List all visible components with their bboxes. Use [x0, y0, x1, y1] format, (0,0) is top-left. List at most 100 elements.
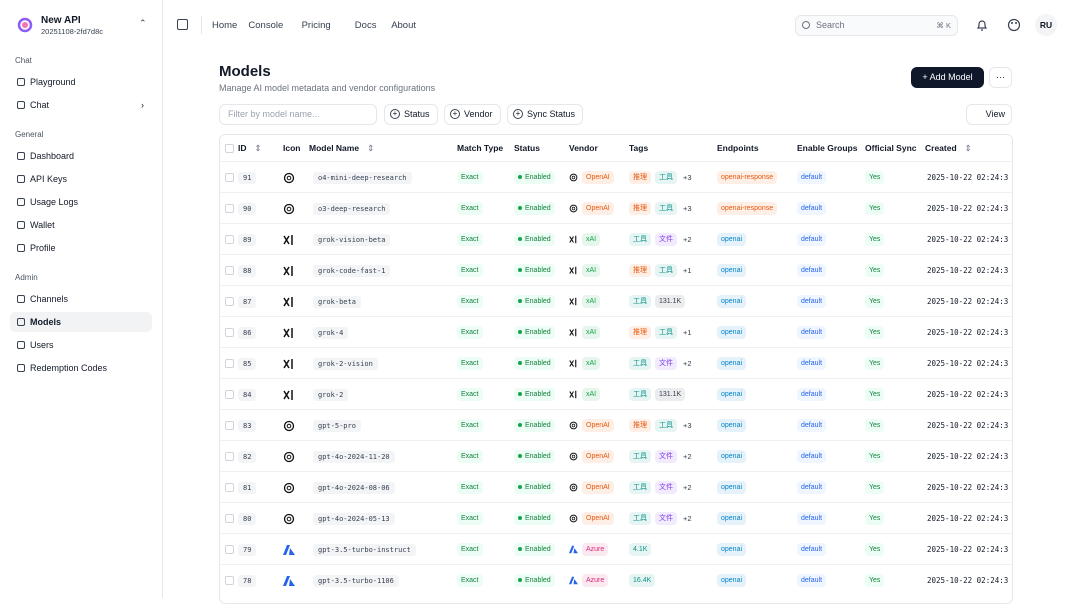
sort-icon[interactable]: ⇕ [367, 143, 375, 153]
id-cell: 83 [238, 410, 257, 441]
endpoint-cell: openai [717, 565, 750, 596]
table-row[interactable]: 78 gpt-3.5-turbo-1106 Exact Enabled Azure 16.… [220, 564, 1012, 596]
sync-cell: Yes [865, 534, 888, 565]
table-row[interactable]: 82 gpt-4o-2024-11-20 Exact Enabled OpenAI 工具文… [220, 440, 1012, 472]
row-checkbox[interactable] [225, 297, 234, 306]
row-checkbox[interactable] [225, 514, 234, 523]
row-checkbox[interactable] [225, 421, 234, 430]
status: Enabled [514, 264, 555, 277]
row-checkbox[interactable] [225, 483, 234, 492]
search-box[interactable]: Search ⌘ K [795, 15, 958, 36]
add-model-button[interactable]: + Add Model [911, 67, 984, 88]
group-cell: default [797, 472, 830, 503]
view-button[interactable]: View [966, 104, 1012, 125]
icon-cell [283, 379, 295, 410]
match-cell: Exact [457, 348, 487, 379]
theme[interactable] [1007, 18, 1021, 32]
table-row[interactable]: 83 gpt-5-pro Exact Enabled OpenAI 推理 工具 +3 opena… [220, 409, 1012, 441]
table-row[interactable]: 89 grok-vision-beta Exact Enabled xAI 工具 文件 +2 o… [220, 223, 1012, 254]
filter-button[interactable]: + Sync Status [507, 104, 584, 125]
sync-cell: Yes [865, 441, 888, 472]
nav-item[interactable]: Usage Logs [10, 192, 152, 212]
more-tags: +1 [683, 328, 692, 337]
status: Enabled [514, 543, 555, 556]
nav-link[interactable]: Console [248, 20, 284, 31]
nav-link[interactable]: Home [212, 20, 238, 31]
group: default [797, 326, 827, 339]
nav-item[interactable]: Profile [10, 238, 152, 258]
row-checkbox[interactable] [225, 545, 234, 554]
column-header[interactable]: ID ⇕ [238, 143, 262, 153]
group: default [797, 481, 827, 494]
nav-item[interactable]: Channels [10, 289, 152, 309]
sort-icon[interactable]: ⇕ [964, 143, 972, 153]
icon-cell [283, 410, 295, 441]
nav-item[interactable]: Wallet [10, 215, 152, 235]
table-row[interactable]: 88 grok-code-fast-1 Exact Enabled xAI 推理 工具 +1 o… [220, 254, 1012, 286]
status-label: Enabled [525, 267, 551, 274]
table-row[interactable]: 79 gpt-3.5-turbo-instruct Exact Enabled Azur… [220, 533, 1012, 565]
avatar[interactable]: RU [1035, 14, 1057, 36]
row-checkbox[interactable] [225, 359, 234, 368]
table-row[interactable]: 85 grok-2-vision Exact Enabled xAI 工具 文件 +2 open… [220, 347, 1012, 379]
nav-item[interactable]: API Keys [10, 169, 152, 189]
tag: 131.1K [655, 388, 686, 401]
column-header[interactable]: Created ⇕ [925, 143, 972, 153]
row-checkbox[interactable] [225, 328, 234, 337]
id: 86 [238, 326, 257, 339]
status-label: Enabled [525, 360, 551, 367]
row-checkbox[interactable] [225, 204, 234, 213]
match-cell: Exact [457, 193, 487, 224]
table-row[interactable]: 90 o3-deep-research Exact Enabled OpenAI 推理 工具… [220, 192, 1012, 224]
row-checkbox[interactable] [225, 452, 234, 461]
endpoint-cell: openai [717, 472, 750, 503]
filter-button[interactable]: + Vendor [444, 104, 501, 125]
table-row[interactable]: 84 grok-2 Exact Enabled xAI 工具 131.1K openai def… [220, 378, 1012, 410]
nav-label: Redemption Codes [30, 363, 108, 373]
official-sync: Yes [865, 264, 885, 277]
row-checkbox[interactable] [225, 266, 234, 275]
endpoint: openai [717, 543, 747, 556]
table-row[interactable]: 91 o4-mini-deep-research Exact Enabled OpenA… [220, 161, 1012, 192]
row-checkbox[interactable] [225, 576, 234, 585]
brand-switch[interactable]: ⌃ [139, 18, 147, 28]
more-tags: +2 [683, 514, 692, 523]
model-name: grok-vision-beta [313, 233, 391, 246]
tag: 推理 [629, 202, 651, 215]
filter-input[interactable]: Filter by model name... [219, 104, 377, 125]
filter-button[interactable]: + Status [384, 104, 438, 125]
sync-cell: Yes [865, 379, 888, 410]
row-checkbox[interactable] [225, 235, 234, 244]
nav-item[interactable]: Users [10, 335, 152, 355]
row-checkbox[interactable] [225, 173, 234, 182]
table-row[interactable]: 81 gpt-4o-2024-08-06 Exact Enabled OpenAI 工具文… [220, 471, 1012, 503]
more-tags: +2 [683, 359, 692, 368]
nav-item[interactable]: Chat › [10, 95, 152, 115]
nav-item[interactable]: Dashboard [10, 146, 152, 166]
row-checkbox[interactable] [225, 390, 234, 399]
nav-item[interactable]: Models [10, 312, 152, 332]
table-row[interactable]: 87 grok-beta Exact Enabled xAI 工具 131.1K openai… [220, 285, 1012, 316]
table-row[interactable]: 86 grok-4 Exact Enabled xAI 推理 工具 +1 openai defau… [220, 316, 1012, 347]
nav-item[interactable]: Redemption Codes [10, 358, 152, 378]
created: 2025-10-22 02:24:3 [927, 390, 1009, 399]
created-cell: 2025-10-22 02:24:3 [925, 441, 1008, 472]
sort-icon[interactable]: ⇕ [254, 143, 262, 153]
nav-item[interactable]: Playground [10, 72, 152, 92]
tags-cell: 推理 工具 +1 [629, 255, 692, 286]
table-row[interactable]: 80 gpt-4o-2024-05-13 Exact Enabled OpenAI 工具文… [220, 502, 1012, 533]
tags-cell: 工具 文件 +2 [629, 472, 692, 503]
notifications[interactable] [975, 18, 989, 32]
tag: 文件 [655, 481, 677, 494]
column-header[interactable]: Model Name ⇕ [309, 143, 375, 153]
more-button[interactable]: ··· [989, 67, 1012, 88]
sidebar-toggle[interactable] [177, 19, 188, 30]
status: Enabled [514, 202, 555, 215]
name-cell: gpt-3.5-turbo-instruct [309, 534, 416, 565]
header-checkbox[interactable] [225, 144, 234, 153]
status: Enabled [514, 419, 555, 432]
nav-link[interactable]: About [391, 20, 417, 31]
status-cell: Enabled [514, 565, 559, 596]
nav-link[interactable]: Docs [354, 20, 377, 31]
nav-link[interactable]: Pricing [301, 20, 331, 31]
